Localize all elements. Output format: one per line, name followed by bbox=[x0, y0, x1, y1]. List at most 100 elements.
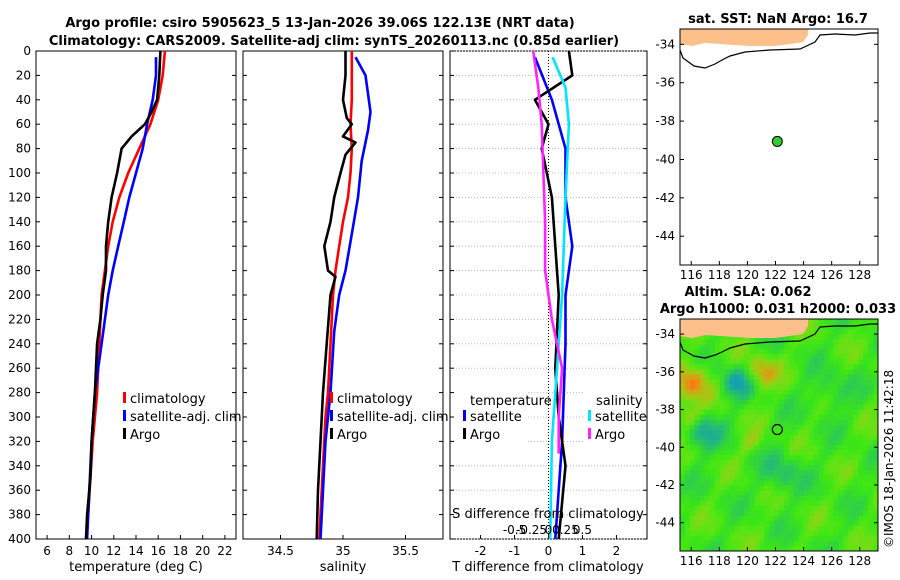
heatmap-cell bbox=[774, 399, 780, 406]
heatmap-cell bbox=[783, 369, 790, 375]
heatmap-cell bbox=[848, 324, 854, 330]
heatmap-cell bbox=[863, 505, 869, 512]
heatmap-cell bbox=[808, 435, 815, 441]
heatmap-cell bbox=[813, 450, 819, 456]
heatmap-cell bbox=[744, 515, 750, 522]
heatmap-cell bbox=[684, 535, 691, 542]
heatmap-cell bbox=[833, 324, 839, 330]
heatmap-cell bbox=[843, 515, 849, 522]
map-y-tick-label: -36 bbox=[655, 76, 675, 90]
heatmap-cell bbox=[823, 399, 829, 406]
heatmap-cell bbox=[764, 485, 770, 491]
heatmap-cell bbox=[719, 465, 725, 471]
heatmap-cell bbox=[754, 460, 760, 466]
heatmap-cell bbox=[803, 535, 810, 542]
heatmap-cell bbox=[774, 445, 780, 451]
y-tick-label: 120 bbox=[8, 190, 31, 204]
heatmap-cell bbox=[704, 540, 711, 547]
heatmap-cell bbox=[724, 384, 730, 391]
heatmap-cell bbox=[689, 450, 696, 456]
heatmap-cell bbox=[863, 349, 869, 355]
heatmap-cell bbox=[838, 329, 844, 335]
heatmap-cell bbox=[818, 435, 824, 441]
heatmap-cell bbox=[858, 540, 864, 547]
heatmap-cell bbox=[793, 480, 800, 486]
heatmap-cell bbox=[808, 339, 815, 345]
heatmap-cell bbox=[779, 369, 785, 375]
heatmap-cell bbox=[739, 389, 745, 396]
heatmap-cell bbox=[744, 440, 750, 446]
heatmap-cell bbox=[709, 450, 716, 456]
heatmap-cell bbox=[873, 520, 879, 527]
heatmap-cell bbox=[774, 389, 780, 396]
salinity-x-ticks: 34.5 35 35.5 bbox=[267, 535, 419, 558]
heatmap-cell bbox=[873, 435, 879, 441]
heatmap-cell bbox=[714, 424, 720, 431]
heatmap-cell bbox=[714, 450, 720, 456]
heatmap-cell bbox=[754, 344, 760, 350]
heatmap-cell bbox=[828, 404, 834, 411]
heatmap-cell bbox=[699, 429, 706, 436]
heatmap-cell bbox=[754, 389, 760, 396]
heatmap-cell bbox=[808, 324, 815, 330]
heatmap-cell bbox=[833, 455, 839, 461]
temperature-lines bbox=[84, 50, 167, 540]
heatmap-cell bbox=[684, 409, 691, 416]
series-line-satellite-adj-clim bbox=[319, 56, 372, 540]
heatmap-cell bbox=[699, 455, 706, 461]
heatmap-cell bbox=[868, 369, 874, 375]
heatmap-cell bbox=[739, 404, 745, 411]
heatmap-cell bbox=[724, 520, 730, 527]
heatmap-cell bbox=[714, 545, 720, 552]
heatmap-cell bbox=[803, 500, 810, 507]
heatmap-cell bbox=[783, 359, 790, 365]
heatmap-cell bbox=[813, 324, 819, 330]
heatmap-cell bbox=[764, 344, 770, 350]
heatmap-cell bbox=[798, 359, 805, 365]
heatmap-cell bbox=[863, 510, 869, 517]
heatmap-cell bbox=[823, 450, 829, 456]
heatmap-cell bbox=[744, 344, 750, 350]
heatmap-cell bbox=[704, 334, 711, 340]
heatmap-cell bbox=[779, 495, 785, 501]
map-y-tick-label: -42 bbox=[655, 191, 675, 205]
heatmap-cell bbox=[749, 545, 755, 552]
temperature-x-ticks: 6 8 10 12 14 16 18 20 22 bbox=[43, 535, 233, 558]
heatmap-cell bbox=[838, 334, 844, 340]
sst-map-ticks: 116 118 120 122 124 126 128-34-36-38-40-42-44 bbox=[655, 37, 878, 282]
heatmap-cell bbox=[699, 535, 706, 542]
heatmap-cell bbox=[714, 394, 720, 401]
heatmap-cell bbox=[754, 475, 760, 481]
heatmap-cell bbox=[769, 414, 775, 421]
heatmap-cell bbox=[863, 480, 869, 486]
heatmap-cell bbox=[699, 515, 706, 522]
heatmap-cell bbox=[803, 359, 810, 365]
heatmap-cell bbox=[868, 510, 874, 517]
heatmap-cell bbox=[863, 429, 869, 436]
heatmap-cell bbox=[769, 540, 775, 547]
heatmap-cell bbox=[793, 349, 800, 355]
heatmap-cell bbox=[833, 399, 839, 406]
heatmap-cell bbox=[873, 424, 879, 431]
y-tick-label: 20 bbox=[16, 68, 31, 82]
heatmap-cell bbox=[724, 424, 730, 431]
heatmap-cell bbox=[793, 364, 800, 370]
heatmap-cell bbox=[833, 419, 839, 426]
heatmap-cell bbox=[694, 470, 701, 476]
heatmap-cell bbox=[779, 344, 785, 350]
heatmap-cell bbox=[863, 404, 869, 411]
heatmap-cell bbox=[739, 460, 745, 466]
heatmap-cell bbox=[873, 530, 879, 537]
heatmap-cell bbox=[774, 440, 780, 446]
heatmap-cell bbox=[833, 429, 839, 436]
heatmap-cell bbox=[793, 384, 800, 391]
heatmap-cell bbox=[813, 490, 819, 496]
y-tick-label: 180 bbox=[8, 264, 31, 278]
heatmap-cell bbox=[848, 394, 854, 401]
heatmap-cell bbox=[680, 384, 686, 391]
heatmap-cell bbox=[848, 490, 854, 496]
map-y-tick-label: -42 bbox=[655, 478, 675, 492]
heatmap-cell bbox=[783, 545, 790, 552]
heatmap-cell bbox=[828, 460, 834, 466]
heatmap-cell bbox=[853, 480, 859, 486]
